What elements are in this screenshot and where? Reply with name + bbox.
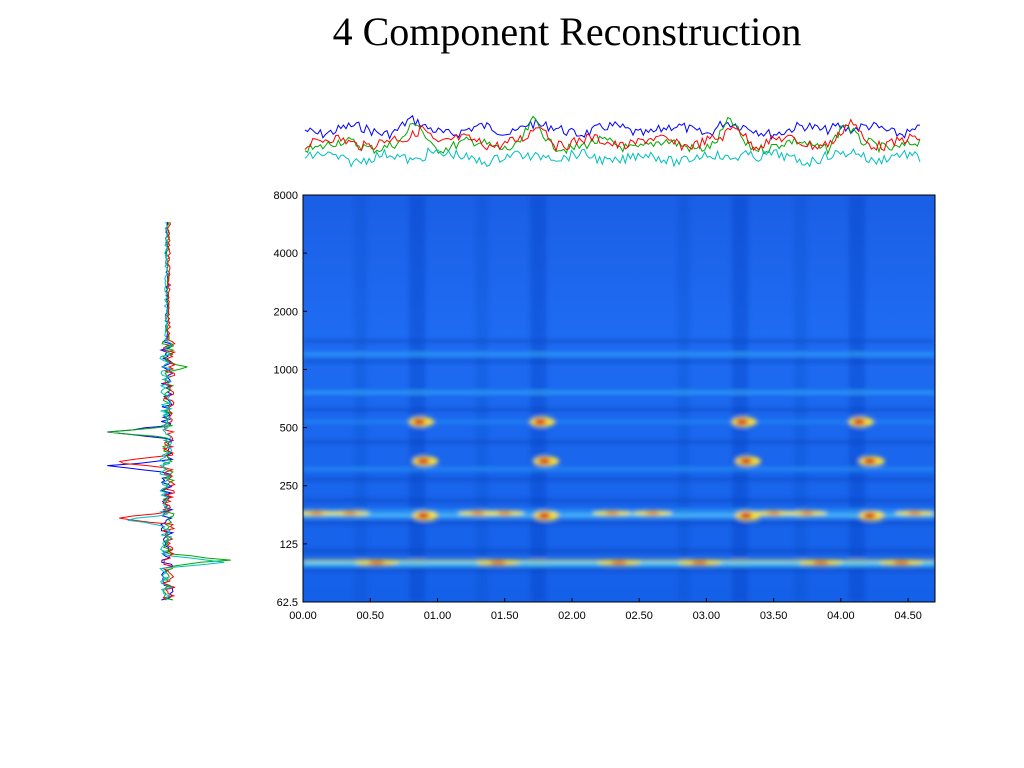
hot-spot xyxy=(853,418,866,425)
x-tick-label: 00.00 xyxy=(289,610,317,622)
hot-spot xyxy=(863,512,876,519)
harmonic-band xyxy=(303,352,935,356)
dark-band xyxy=(303,499,935,502)
x-axis: 00.00 00.50 01.00 01.50 02.00 02.50 03.00 03.50… xyxy=(289,598,922,622)
band-segment xyxy=(343,511,358,516)
band-segment xyxy=(893,560,910,565)
onset-column xyxy=(354,195,367,602)
onset-column xyxy=(849,195,866,602)
band-segment xyxy=(368,560,385,565)
harmonic-band xyxy=(303,391,935,394)
band-segment xyxy=(489,560,506,565)
slide-title: 4 Component Reconstruction xyxy=(332,9,802,54)
basis-curve xyxy=(127,221,225,601)
heatmap-background xyxy=(303,195,935,602)
onset-column xyxy=(677,195,690,602)
time-activation-curves xyxy=(304,114,921,168)
band-segment xyxy=(605,511,620,516)
band-segment xyxy=(470,511,485,516)
band-segment xyxy=(812,560,829,565)
hot-spot xyxy=(538,458,551,465)
hot-spot xyxy=(534,418,547,425)
band-segment xyxy=(645,511,660,516)
activation-curve xyxy=(304,118,921,153)
frequency-basis-curves xyxy=(107,221,231,601)
band-segment xyxy=(497,511,512,516)
hot-spot xyxy=(417,512,430,519)
spectrogram-heatmap xyxy=(303,195,935,602)
hot-spot xyxy=(417,458,430,465)
hot-spot xyxy=(740,458,753,465)
hot-spot xyxy=(413,418,426,425)
activation-curve xyxy=(304,147,921,168)
harmonic-band xyxy=(303,468,935,471)
onset-column xyxy=(732,195,749,602)
dark-band xyxy=(303,549,935,552)
y-tick-label: 8000 xyxy=(274,190,298,202)
heatmap-frame xyxy=(302,194,936,603)
band-segment xyxy=(309,511,324,516)
x-tick-label: 03.50 xyxy=(760,610,788,622)
x-tick-label: 04.00 xyxy=(827,610,855,622)
x-tick-label: 01.00 xyxy=(424,610,452,622)
y-tick-label: 4000 xyxy=(274,248,298,260)
hot-spot xyxy=(863,458,876,465)
dark-band xyxy=(303,340,935,343)
onset-column xyxy=(475,195,488,602)
basis-curve xyxy=(118,221,177,601)
activation-curve xyxy=(304,115,921,156)
harmonic-band xyxy=(303,420,935,423)
x-tick-label: 03.00 xyxy=(693,610,721,622)
y-tick-label: 2000 xyxy=(274,306,298,318)
x-tick-label: 01.50 xyxy=(491,610,519,622)
onset-column xyxy=(409,195,426,602)
basis-curve xyxy=(108,221,231,601)
y-tick-label: 62.5 xyxy=(277,597,298,609)
dark-band xyxy=(303,360,935,363)
hot-spot xyxy=(740,512,753,519)
band-segment xyxy=(691,560,708,565)
dark-band xyxy=(303,522,935,525)
dark-band xyxy=(303,441,935,444)
dark-band xyxy=(303,568,935,571)
onset-column xyxy=(794,195,807,602)
onset-column xyxy=(530,195,547,602)
x-tick-label: 04.50 xyxy=(894,610,922,622)
band-segment xyxy=(766,511,781,516)
y-axis: 62.5 125 250 500 1000 2000 4000 8000 xyxy=(274,190,307,609)
y-tick-label: 250 xyxy=(280,481,298,493)
hot-spot xyxy=(736,418,749,425)
band-segment xyxy=(907,511,922,516)
dark-band xyxy=(303,478,935,481)
x-tick-label: 02.00 xyxy=(558,610,586,622)
activation-curve xyxy=(304,114,920,140)
dark-band xyxy=(303,408,935,411)
band-segment xyxy=(800,511,815,516)
hot-spot xyxy=(538,512,551,519)
y-tick-label: 500 xyxy=(280,423,298,435)
x-tick-label: 02.50 xyxy=(625,610,653,622)
y-tick-label: 125 xyxy=(280,539,298,551)
y-tick-label: 1000 xyxy=(274,364,298,376)
band-segment xyxy=(611,560,627,565)
x-tick-label: 00.50 xyxy=(356,610,384,622)
